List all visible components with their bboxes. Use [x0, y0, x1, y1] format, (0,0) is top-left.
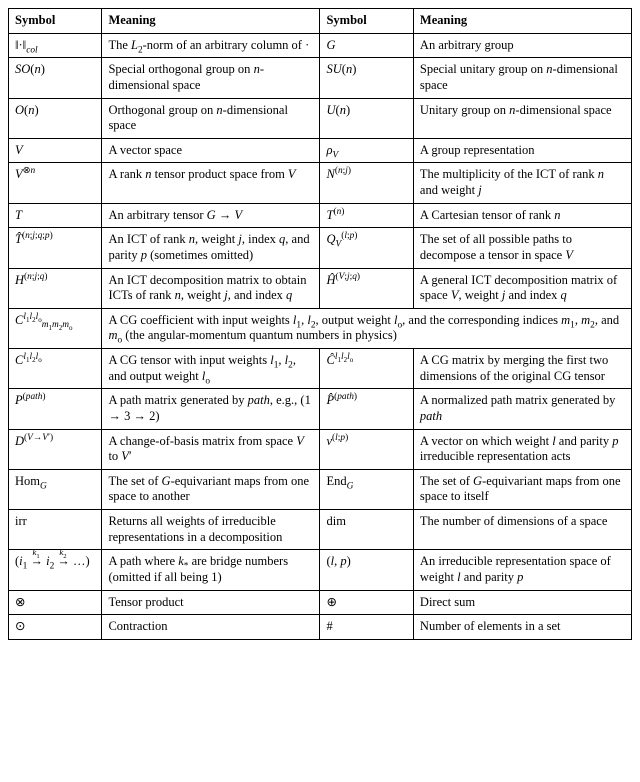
symbol-cell: ⊕ [320, 590, 413, 615]
meaning-cell: An arbitrary tensor G → V [102, 203, 320, 228]
symbol-cell: D(V→V′) [9, 429, 102, 469]
symbol-cell: (i1 k1→ i2 k2→ …) [9, 550, 102, 590]
header-symbol-1: Symbol [9, 9, 102, 34]
symbol-cell: ⊗ [9, 590, 102, 615]
symbol-cell: Ĥ(V;j;q) [320, 268, 413, 308]
symbol-cell: T(n) [320, 203, 413, 228]
symbol-cell: O(n) [9, 98, 102, 138]
symbol-cell: P̂(path) [320, 389, 413, 429]
table-body: ‖·‖colThe L2-norm of an arbitrary column… [9, 33, 632, 639]
meaning-cell: A CG tensor with input weights l1, l2, a… [102, 349, 320, 389]
symbol-cell: QV(l;p) [320, 228, 413, 268]
header-meaning-1: Meaning [102, 9, 320, 34]
table-row: VA vector spaceρVA group representation [9, 138, 632, 163]
header-symbol-2: Symbol [320, 9, 413, 34]
symbol-cell: H(n;j;q) [9, 268, 102, 308]
symbol-cell: irr [9, 510, 102, 550]
meaning-cell: A vector on which weight l and parity p … [413, 429, 631, 469]
meaning-cell: A vector space [102, 138, 320, 163]
meaning-cell: A normalized path matrix generated by pa… [413, 389, 631, 429]
meaning-cell: A CG matrix by merging the first two dim… [413, 349, 631, 389]
symbol-cell: dim [320, 510, 413, 550]
meaning-cell: Orthogonal group on n-dimensional space [102, 98, 320, 138]
table-row: irrReturns all weights of irreducible re… [9, 510, 632, 550]
symbol-cell: ρV [320, 138, 413, 163]
meaning-cell: Special unitary group on n-dimensional s… [413, 58, 631, 98]
meaning-cell: A path where k* are bridge numbers (omit… [102, 550, 320, 590]
meaning-cell: The set of G-equivariant maps from one s… [102, 469, 320, 509]
meaning-cell: Contraction [102, 615, 320, 640]
table-row: ‖·‖colThe L2-norm of an arbitrary column… [9, 33, 632, 58]
meaning-cell: The multiplicity of the ICT of rank n an… [413, 163, 631, 203]
notation-table: Symbol Meaning Symbol Meaning ‖·‖colThe … [8, 8, 632, 640]
header-meaning-2: Meaning [413, 9, 631, 34]
meaning-cell: An ICT decomposition matrix to obtain IC… [102, 268, 320, 308]
meaning-cell: Special orthogonal group on n-dimensiona… [102, 58, 320, 98]
table-row: T̂(n;j;q;p)An ICT of rank n, weight j, i… [9, 228, 632, 268]
symbol-cell: ⊙ [9, 615, 102, 640]
table-row: P(path)A path matrix generated by path, … [9, 389, 632, 429]
symbol-cell: (l, p) [320, 550, 413, 590]
table-row: Cl1l2lom1m2moA CG coefficient with input… [9, 308, 632, 348]
meaning-cell: Unitary group on n-dimensional space [413, 98, 631, 138]
symbol-cell: T̂(n;j;q;p) [9, 228, 102, 268]
meaning-cell: An arbitrary group [413, 33, 631, 58]
symbol-cell: G [320, 33, 413, 58]
symbol-cell: T [9, 203, 102, 228]
meaning-cell: Number of elements in a set [413, 615, 631, 640]
symbol-cell: U(n) [320, 98, 413, 138]
meaning-cell: The L2-norm of an arbitrary column of · [102, 33, 320, 58]
symbol-cell: SU(n) [320, 58, 413, 98]
meaning-cell: A change-of-basis matrix from space V to… [102, 429, 320, 469]
table-row: ⊙Contraction#Number of elements in a set [9, 615, 632, 640]
meaning-cell: The set of all possible paths to decompo… [413, 228, 631, 268]
meaning-cell: The set of G-equivariant maps from one s… [413, 469, 631, 509]
meaning-cell: A Cartesian tensor of rank n [413, 203, 631, 228]
table-row: D(V→V′)A change-of-basis matrix from spa… [9, 429, 632, 469]
symbol-cell: ‖·‖col [9, 33, 102, 58]
symbol-cell: N(n;j) [320, 163, 413, 203]
meaning-cell: An irreducible representation space of w… [413, 550, 631, 590]
symbol-cell: P(path) [9, 389, 102, 429]
meaning-cell: Direct sum [413, 590, 631, 615]
meaning-cell: A group representation [413, 138, 631, 163]
symbol-cell: EndG [320, 469, 413, 509]
header-row: Symbol Meaning Symbol Meaning [9, 9, 632, 34]
meaning-cell: An ICT of rank n, weight j, index q, and… [102, 228, 320, 268]
symbol-cell: v(l;p) [320, 429, 413, 469]
table-row: HomGThe set of G-equivariant maps from o… [9, 469, 632, 509]
meaning-cell: The number of dimensions of a space [413, 510, 631, 550]
symbol-cell: Cl1l2lo [9, 349, 102, 389]
table-row: H(n;j;q)An ICT decomposition matrix to o… [9, 268, 632, 308]
table-row: V⊗nA rank n tensor product space from VN… [9, 163, 632, 203]
symbol-cell: Cl1l2lom1m2mo [9, 308, 102, 348]
meaning-cell: A rank n tensor product space from V [102, 163, 320, 203]
meaning-cell: Tensor product [102, 590, 320, 615]
table-row: SO(n)Special orthogonal group on n-dimen… [9, 58, 632, 98]
symbol-cell: HomG [9, 469, 102, 509]
symbol-cell: V⊗n [9, 163, 102, 203]
meaning-cell-spanned: A CG coefficient with input weights l1, … [102, 308, 632, 348]
symbol-cell: SO(n) [9, 58, 102, 98]
table-row: ⊗Tensor product⊕Direct sum [9, 590, 632, 615]
symbol-cell: # [320, 615, 413, 640]
symbol-cell: V [9, 138, 102, 163]
table-row: (i1 k1→ i2 k2→ …)A path where k* are bri… [9, 550, 632, 590]
table-row: O(n)Orthogonal group on n-dimensional sp… [9, 98, 632, 138]
table-row: TAn arbitrary tensor G → VT(n)A Cartesia… [9, 203, 632, 228]
table-row: Cl1l2loA CG tensor with input weights l1… [9, 349, 632, 389]
symbol-cell: Ĉl1l2lo [320, 349, 413, 389]
meaning-cell: A general ICT decomposition matrix of sp… [413, 268, 631, 308]
meaning-cell: Returns all weights of irreducible repre… [102, 510, 320, 550]
meaning-cell: A path matrix generated by path, e.g., (… [102, 389, 320, 429]
